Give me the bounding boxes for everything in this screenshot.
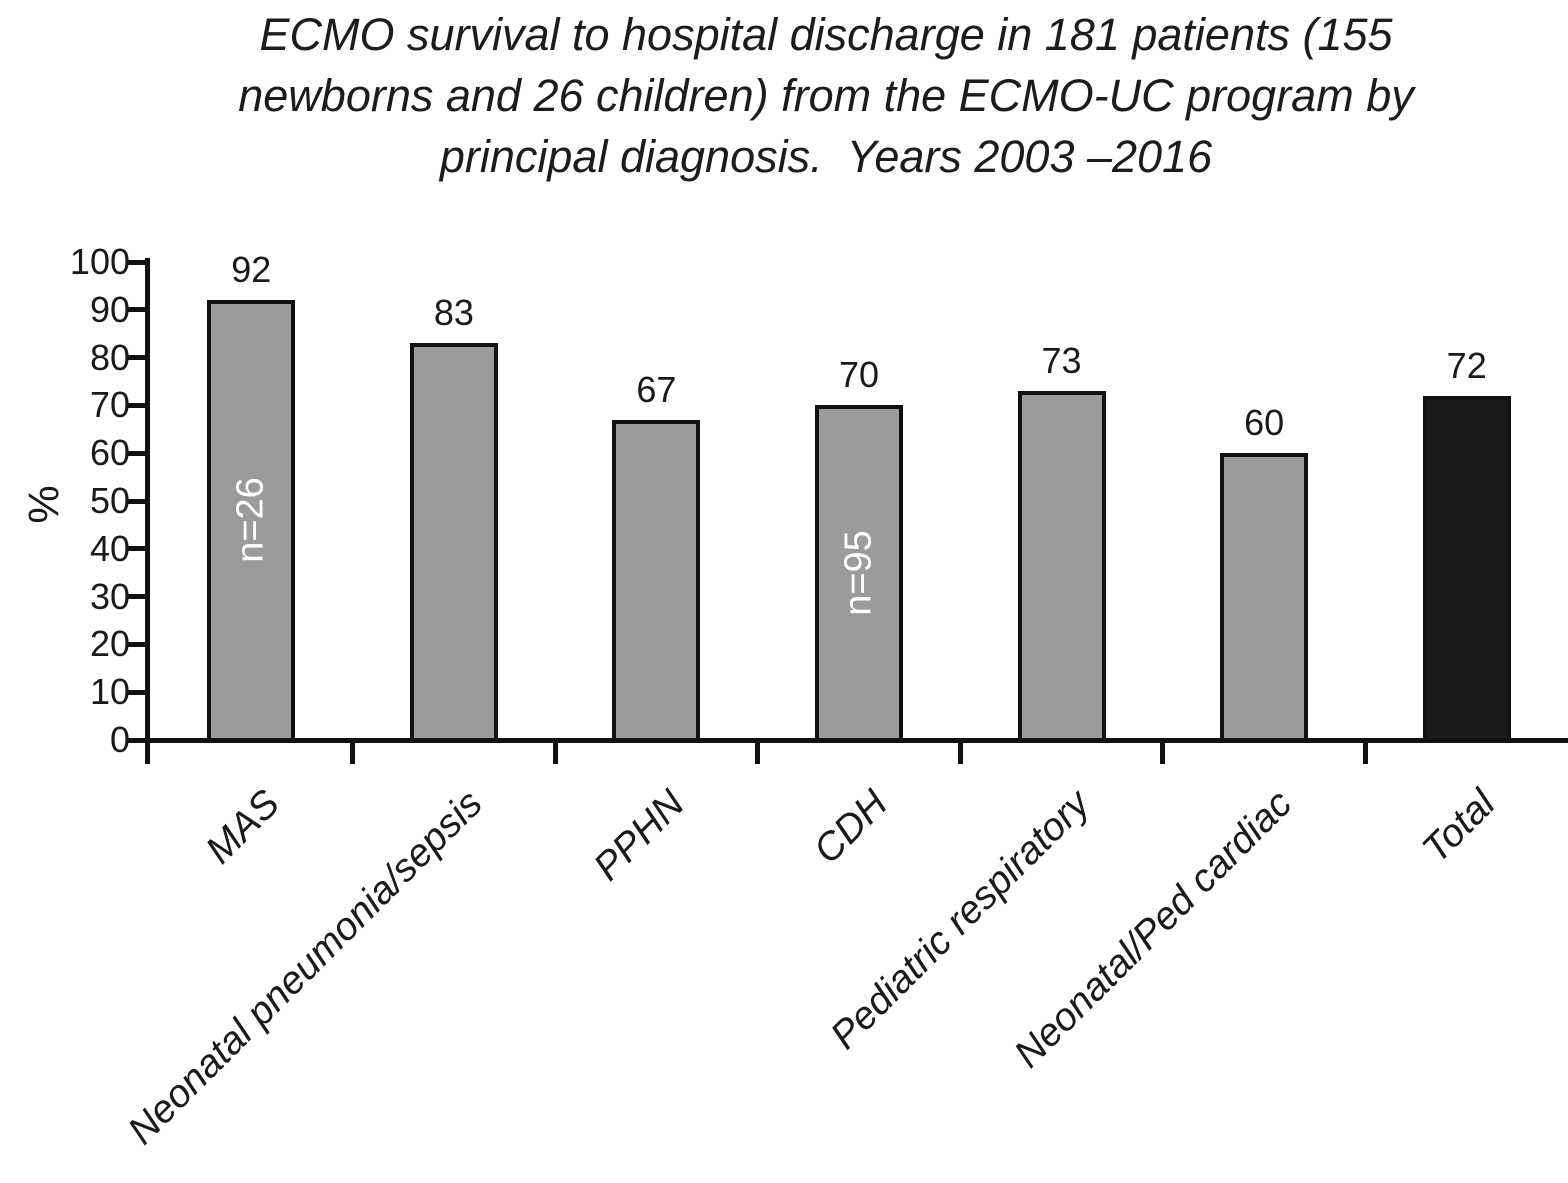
y-tick-50 — [127, 498, 145, 504]
x-category-label-mas: MAS — [197, 782, 288, 873]
bar-pediatric-respiratory — [1017, 391, 1106, 742]
chart-title: ECMO survival to hospital discharge in 1… — [92, 4, 1560, 187]
y-tick-label-60: 60 — [89, 432, 130, 474]
bar-mas — [207, 300, 296, 742]
chart-title-line-2: newborns and 26 children) from the ECMO-… — [238, 70, 1414, 121]
x-tick-3 — [755, 740, 761, 764]
y-tick-0 — [127, 737, 145, 743]
n-label-mas: n=26 — [229, 477, 272, 563]
n-label-cdh: n=95 — [837, 529, 880, 616]
bar-neonatal-ped-cardiac — [1220, 453, 1309, 742]
value-label-cdh: 70 — [838, 354, 880, 396]
y-tick-label-80: 80 — [89, 336, 130, 378]
y-tick-30 — [127, 594, 145, 600]
bar-total — [1422, 395, 1511, 742]
value-label-pphn: 67 — [636, 368, 677, 410]
bar-cdh — [815, 405, 903, 742]
y-tick-label-20: 20 — [89, 623, 130, 665]
y-tick-label-90: 90 — [89, 288, 130, 330]
value-label-pediatric-respiratory: 73 — [1041, 340, 1082, 382]
y-tick-label-40: 40 — [89, 527, 130, 569]
y-tick-60 — [127, 450, 145, 456]
x-category-label-pphn: PPHN — [585, 782, 693, 890]
chart-title-line-3: principal diagnosis. Years 2003 –2016 — [439, 131, 1213, 182]
chart-title-line-1: ECMO survival to hospital discharge in 1… — [259, 9, 1393, 60]
y-tick-80 — [127, 355, 145, 361]
y-tick-90 — [127, 307, 145, 313]
x-category-label-cdh: CDH — [805, 782, 896, 873]
value-label-mas: 92 — [231, 249, 272, 291]
x-tick-6 — [1362, 740, 1368, 764]
y-tick-label-100: 100 — [69, 241, 130, 282]
value-label-total: 72 — [1446, 344, 1487, 386]
y-tick-label-0: 0 — [109, 719, 130, 760]
y-tick-10 — [127, 689, 145, 695]
y-tick-20 — [127, 641, 145, 647]
bar-pphn — [612, 419, 701, 742]
y-tick-label-10: 10 — [89, 671, 130, 713]
y-tick-label-30: 30 — [89, 575, 130, 617]
y-tick-label-50: 50 — [89, 480, 130, 521]
value-label-neonatal-ped-cardiac: 60 — [1244, 402, 1285, 444]
y-tick-label-70: 70 — [89, 384, 130, 426]
bar-neonatal-pneumonia-sepsis — [409, 343, 498, 742]
y-axis-line — [145, 258, 150, 764]
x-tick-5 — [1160, 740, 1166, 764]
y-tick-100 — [127, 259, 145, 265]
y-tick-40 — [127, 546, 145, 552]
value-label-neonatal-pneumonia-sepsis: 83 — [433, 292, 474, 334]
x-tick-1 — [350, 740, 356, 764]
x-tick-4 — [957, 740, 963, 764]
x-category-label-neonatal-pneumonia-sepsis: Neonatal pneumonia/sepsis — [119, 782, 491, 1153]
x-tick-2 — [552, 740, 558, 764]
x-category-label-total: Total — [1413, 782, 1504, 872]
y-tick-70 — [127, 402, 145, 408]
